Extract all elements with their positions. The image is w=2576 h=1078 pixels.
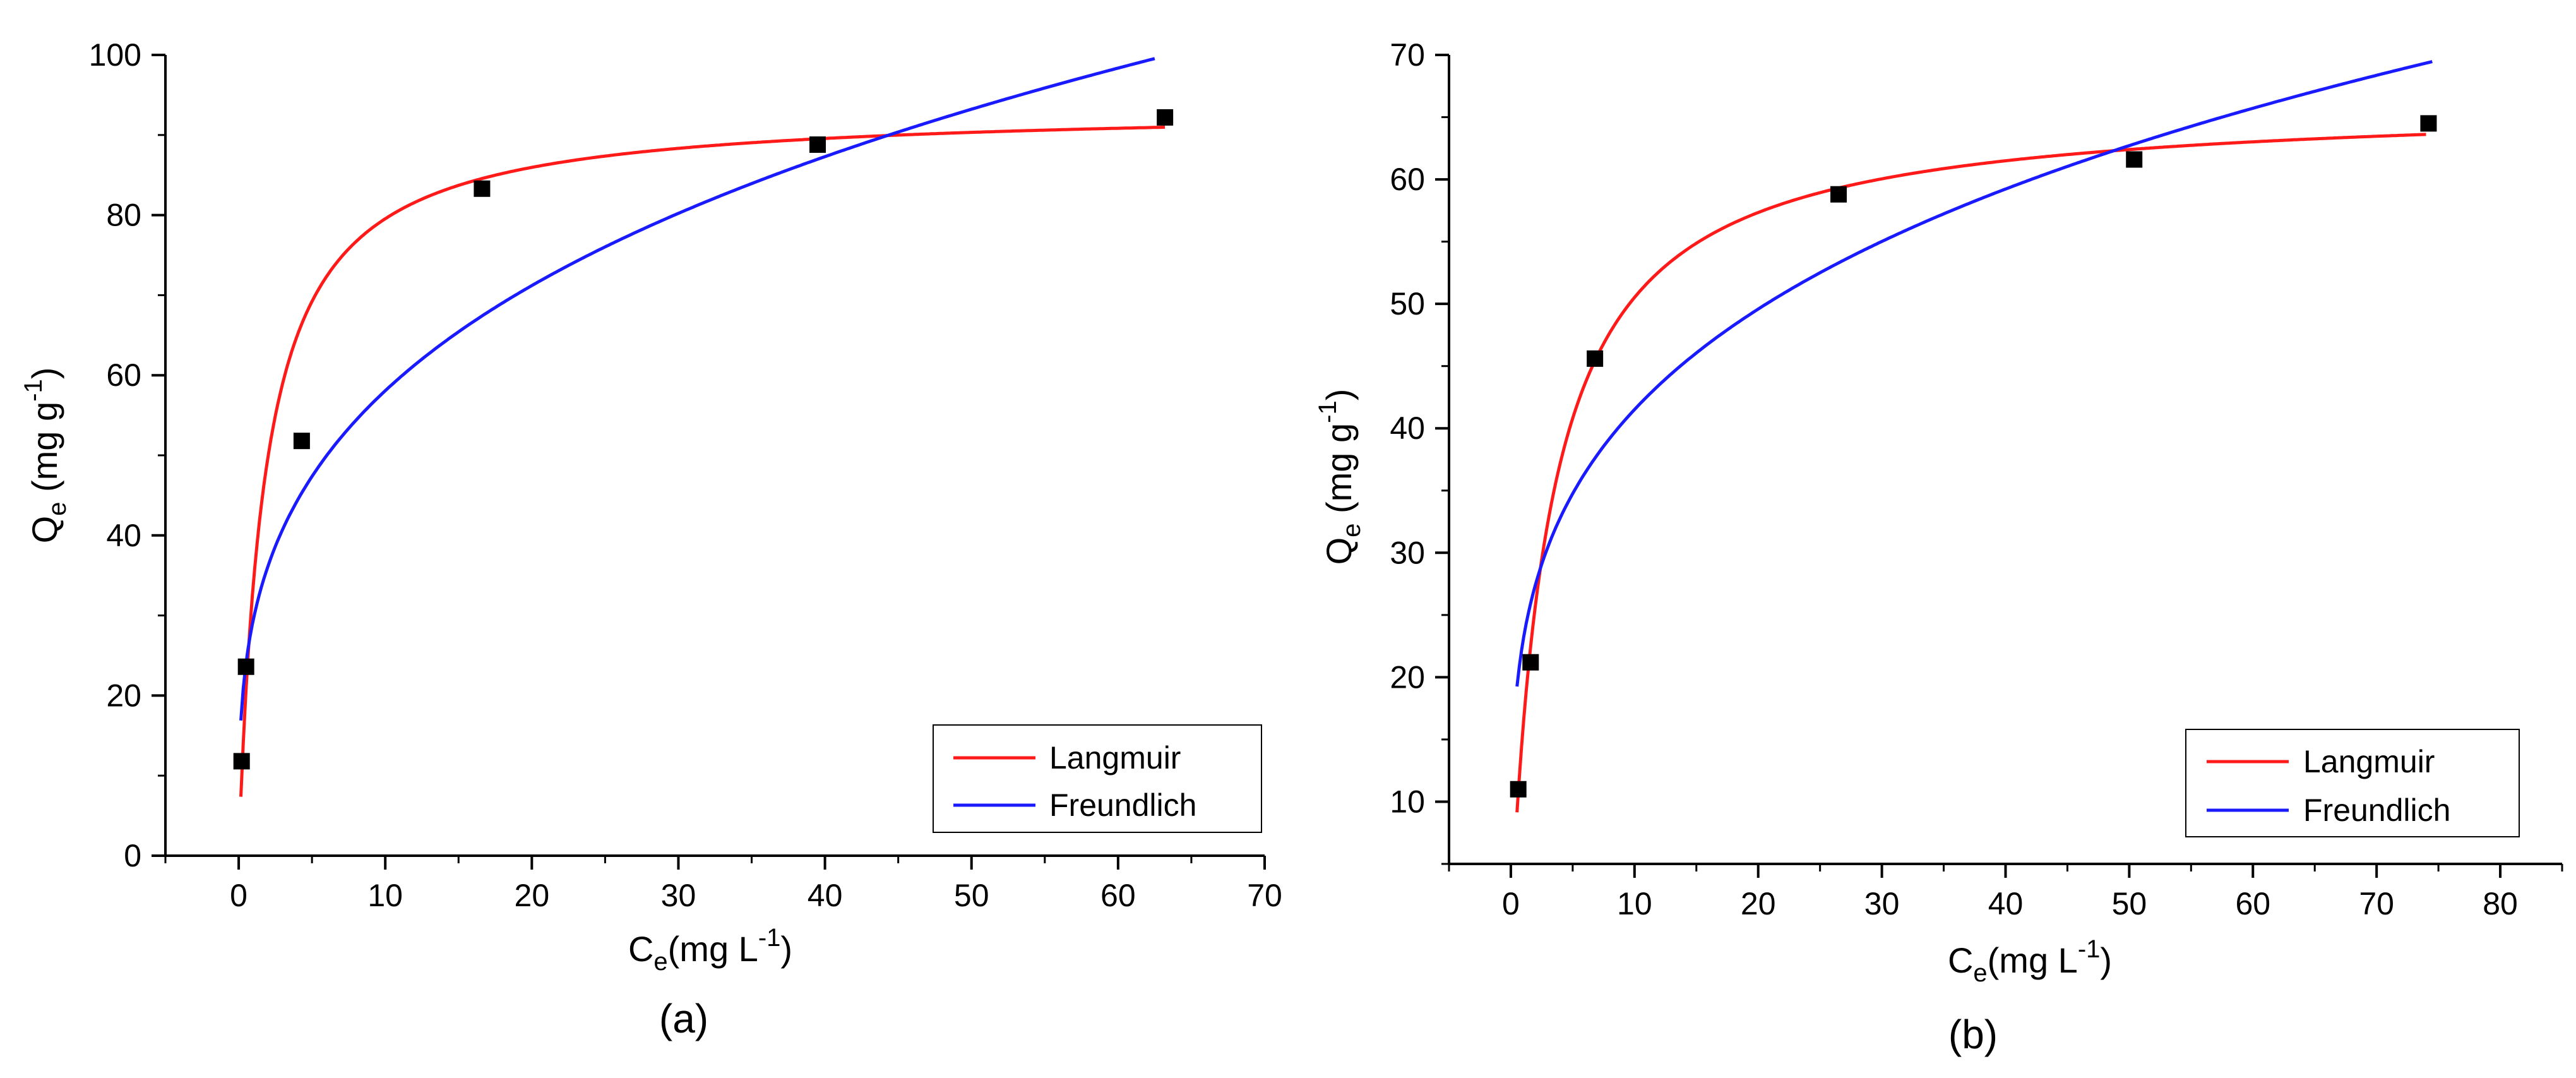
chart-a-panel-label: (a) <box>659 996 708 1041</box>
chart-a-data-point <box>237 658 254 675</box>
chart-b-y-tick-label: 60 <box>1390 162 1425 197</box>
chart-b-y-tick-label: 20 <box>1390 659 1425 695</box>
chart-b-legend-box <box>2185 729 2520 837</box>
chart-a-curves <box>239 57 1166 797</box>
chart-b: 0 10 20 30 40 50 60 70 80 10 20 30 40 50 60 70 Ce(mg L-… <box>1314 37 2563 1057</box>
chart-b-curves <box>1515 60 2433 813</box>
chart-b-y-tick-label: 50 <box>1390 286 1425 321</box>
chart-a-y-tick-label: 0 <box>124 838 141 873</box>
chart-b-x-tick-label: 80 <box>2483 886 2518 921</box>
chart-b-legend: Langmuir Freundlich <box>2185 729 2520 837</box>
chart-a-legend-box <box>933 724 1262 833</box>
chart-a-langmuir-curve <box>239 125 1166 797</box>
chart-b-points <box>1510 115 2437 798</box>
chart-a-freundlich-curve <box>239 57 1155 721</box>
chart-a-legend-freundlich-label: Freundlich <box>1049 788 1196 823</box>
chart-a-y-tick-label: 60 <box>106 357 141 393</box>
chart-a-x-tick-label: 10 <box>367 878 403 913</box>
chart-b-x-tick-label: 10 <box>1617 886 1652 921</box>
chart-a-data-point <box>809 136 826 153</box>
chart-b-legend-langmuir-label: Langmuir <box>2303 744 2435 779</box>
chart-b-x-tick-label: 0 <box>1502 886 1520 921</box>
chart-a-legend: Langmuir Freundlich <box>933 724 1262 833</box>
chart-b-legend-freundlich-label: Freundlich <box>2303 793 2450 828</box>
chart-b-x-tick-label: 40 <box>1988 886 2024 921</box>
chart-b-x-tick-label: 30 <box>1864 886 1900 921</box>
chart-a-x-tick-label: 50 <box>954 878 989 913</box>
chart-b-data-point <box>1587 350 1604 367</box>
chart-a-x-tick-label: 40 <box>808 878 843 913</box>
chart-b-y-axis-label: Qe (mg g-1) <box>1314 389 1366 565</box>
chart-b-x-tick-label: 70 <box>2359 886 2394 921</box>
chart-a-x-tick-label: 20 <box>515 878 550 913</box>
chart-b-y-tick-label: 40 <box>1390 410 1425 446</box>
chart-b-ticks: 0 10 20 30 40 50 60 70 80 10 20 30 40 50 60 70 <box>1390 37 2563 921</box>
chart-a-y-tick-label: 100 <box>89 37 141 73</box>
chart-b-freundlich-curve <box>1515 60 2433 687</box>
chart-a-data-point <box>474 180 491 197</box>
chart-a-ticks: 0 10 20 30 40 50 60 70 0 20 40 60 80 100 <box>89 37 1282 913</box>
chart-b-data-point <box>1510 781 1527 798</box>
chart-b-x-tick-label: 50 <box>2112 886 2147 921</box>
chart-b-data-point <box>2420 115 2437 132</box>
chart-b-data-point <box>1522 654 1539 671</box>
chart-b-x-tick-label: 20 <box>1741 886 1776 921</box>
chart-b-panel-label: (b) <box>1948 1012 1998 1057</box>
chart-b-y-tick-label: 30 <box>1390 535 1425 570</box>
chart-a-x-tick-label: 0 <box>230 878 247 913</box>
chart-a-x-tick-label: 70 <box>1247 878 1282 913</box>
chart-a-legend-langmuir-label: Langmuir <box>1049 740 1181 776</box>
chart-a: 0 10 20 30 40 50 60 70 0 20 40 60 80 100 Ce(mg L-1) Q… <box>20 37 1282 1041</box>
chart-a-y-axis-label: Qe (mg g-1) <box>20 368 71 544</box>
chart-b-data-point <box>2126 151 2143 168</box>
chart-a-x-axis-label: Ce(mg L-1) <box>628 924 792 976</box>
chart-a-y-tick-label: 20 <box>106 678 141 713</box>
chart-a-y-tick-label: 80 <box>106 198 141 233</box>
chart-a-x-tick-label: 30 <box>661 878 696 913</box>
chart-a-data-point <box>1157 109 1174 126</box>
chart-b-langmuir-curve <box>1515 133 2426 813</box>
chart-b-y-tick-label: 70 <box>1390 37 1425 73</box>
chart-b-x-axis-label: Ce(mg L-1) <box>1948 935 2112 987</box>
chart-a-points <box>233 109 1174 770</box>
chart-b-y-tick-label: 10 <box>1390 784 1425 819</box>
chart-b-x-tick-label: 60 <box>2235 886 2270 921</box>
chart-a-x-tick-label: 60 <box>1100 878 1136 913</box>
chart-a-y-tick-label: 40 <box>106 518 141 553</box>
chart-b-data-point <box>1830 186 1847 203</box>
chart-a-data-point <box>293 433 310 450</box>
chart-a-data-point <box>233 753 250 770</box>
